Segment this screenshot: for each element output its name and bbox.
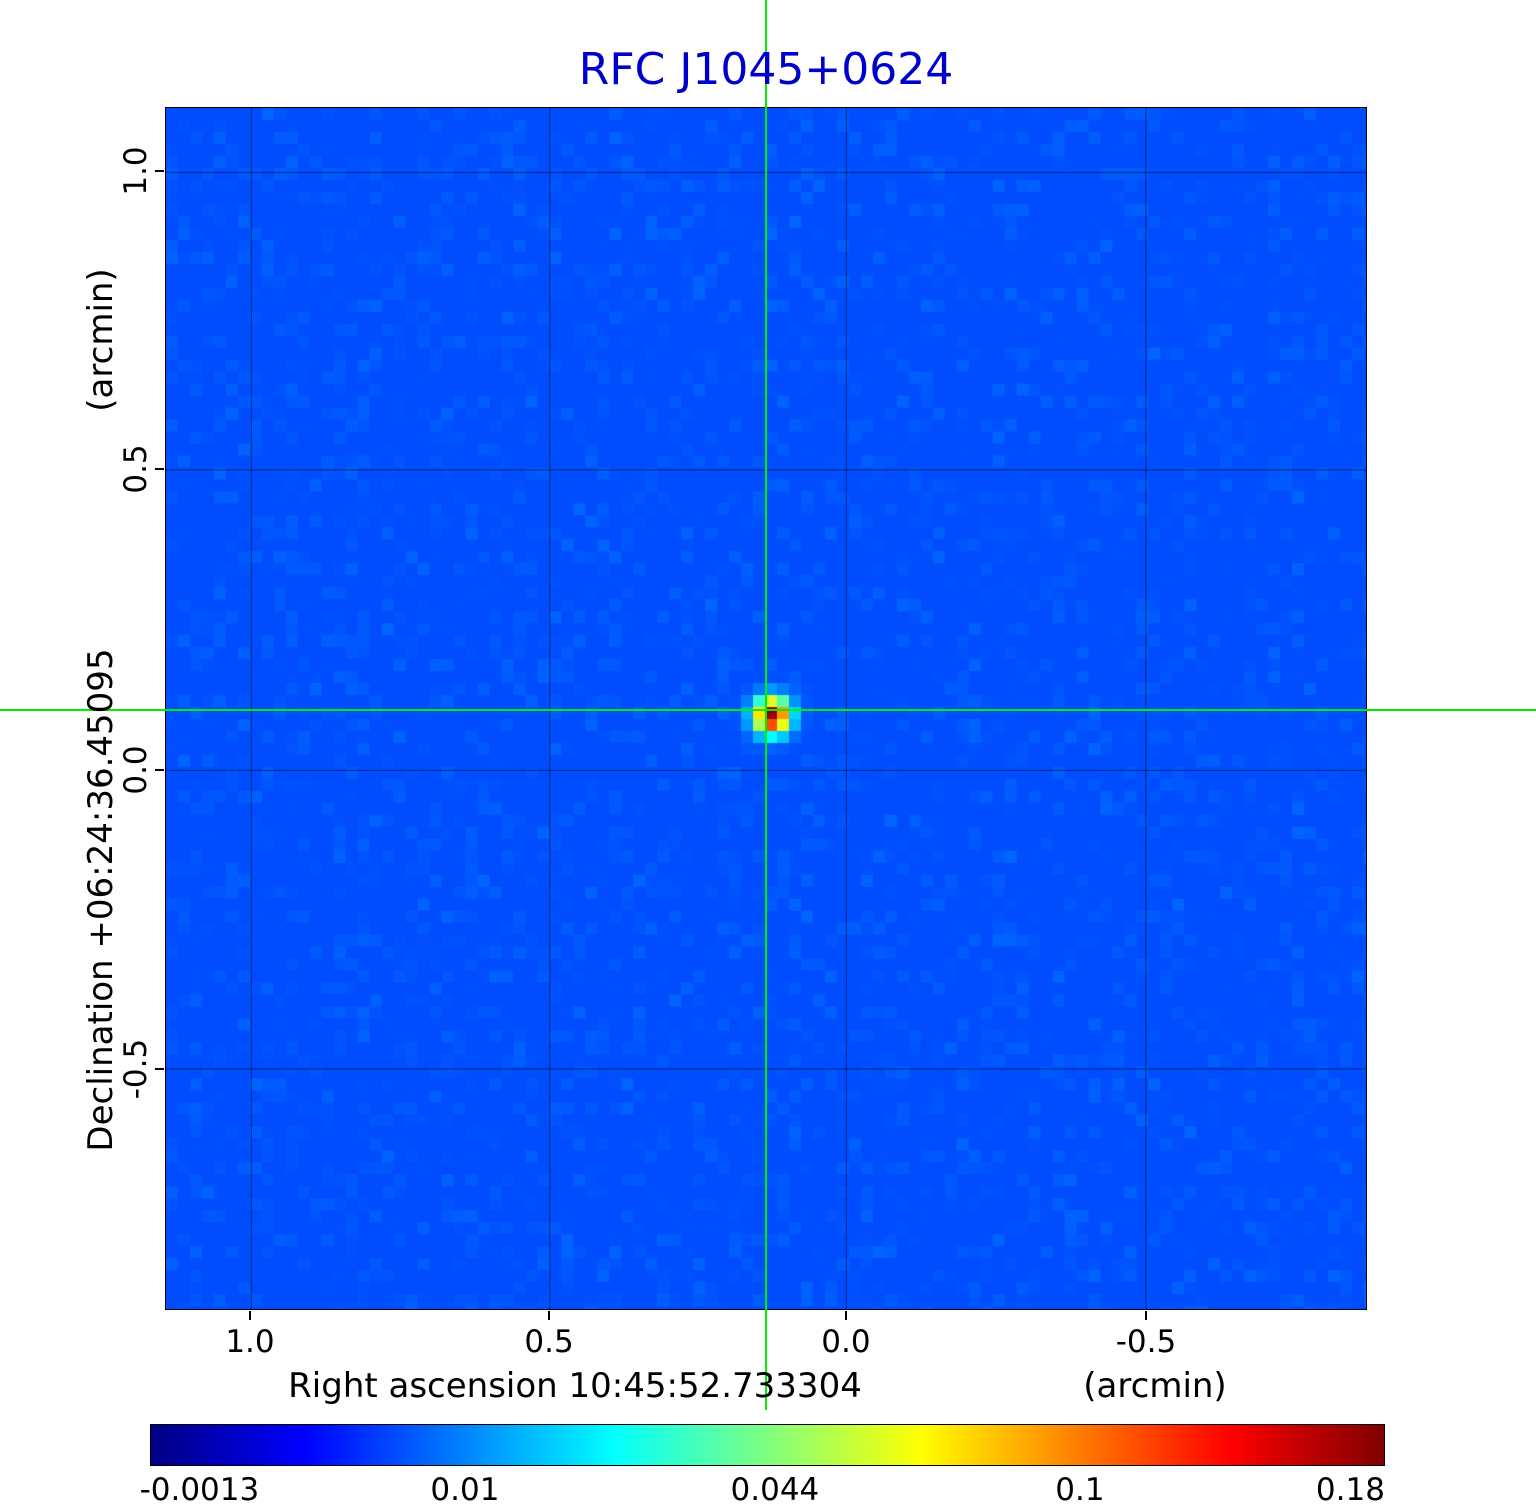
x-tick-label: 1.0 <box>225 1324 275 1360</box>
colorbar-gradient <box>150 1424 1385 1466</box>
colorbar-tick-label: -0.0013 <box>139 1472 260 1508</box>
x-tick-mark <box>844 1311 847 1320</box>
y-tick-label: -0.5 <box>118 1038 154 1100</box>
figure-title: RFC J1045+0624 <box>578 44 954 95</box>
colorbar-tick-label: 0.044 <box>730 1472 820 1508</box>
x-tick-label: -0.5 <box>1115 1324 1177 1360</box>
x-tick-mark <box>548 1311 551 1320</box>
x-axis-unit-label: (arcmin) <box>1083 1366 1227 1406</box>
colorbar-tick-label: 0.1 <box>1055 1472 1105 1508</box>
y-tick-label: 0.5 <box>118 444 154 494</box>
y-tick-mark <box>155 768 164 771</box>
x-tick-label: 0.5 <box>524 1324 574 1360</box>
y-tick-mark <box>155 1068 164 1071</box>
y-axis-unit-label: (arcmin) <box>81 268 121 412</box>
y-tick-label: 1.0 <box>118 146 154 196</box>
y-tick-mark <box>155 467 164 470</box>
crosshair-vertical-line <box>765 0 767 1410</box>
colorbar-tick-label: 0.18 <box>1315 1472 1385 1508</box>
x-axis-label: Right ascension 10:45:52.733304 <box>288 1366 862 1406</box>
x-tick-mark <box>248 1311 251 1320</box>
colorbar-tick-label: 0.01 <box>430 1472 500 1508</box>
y-tick-mark <box>155 169 164 172</box>
crosshair-horizontal-line <box>0 709 1536 711</box>
x-tick-label: 0.0 <box>821 1324 871 1360</box>
y-tick-label: 0.0 <box>118 745 154 795</box>
x-tick-mark <box>1144 1311 1147 1320</box>
y-axis-label: Declination +06:24:36.45095 <box>81 648 121 1152</box>
